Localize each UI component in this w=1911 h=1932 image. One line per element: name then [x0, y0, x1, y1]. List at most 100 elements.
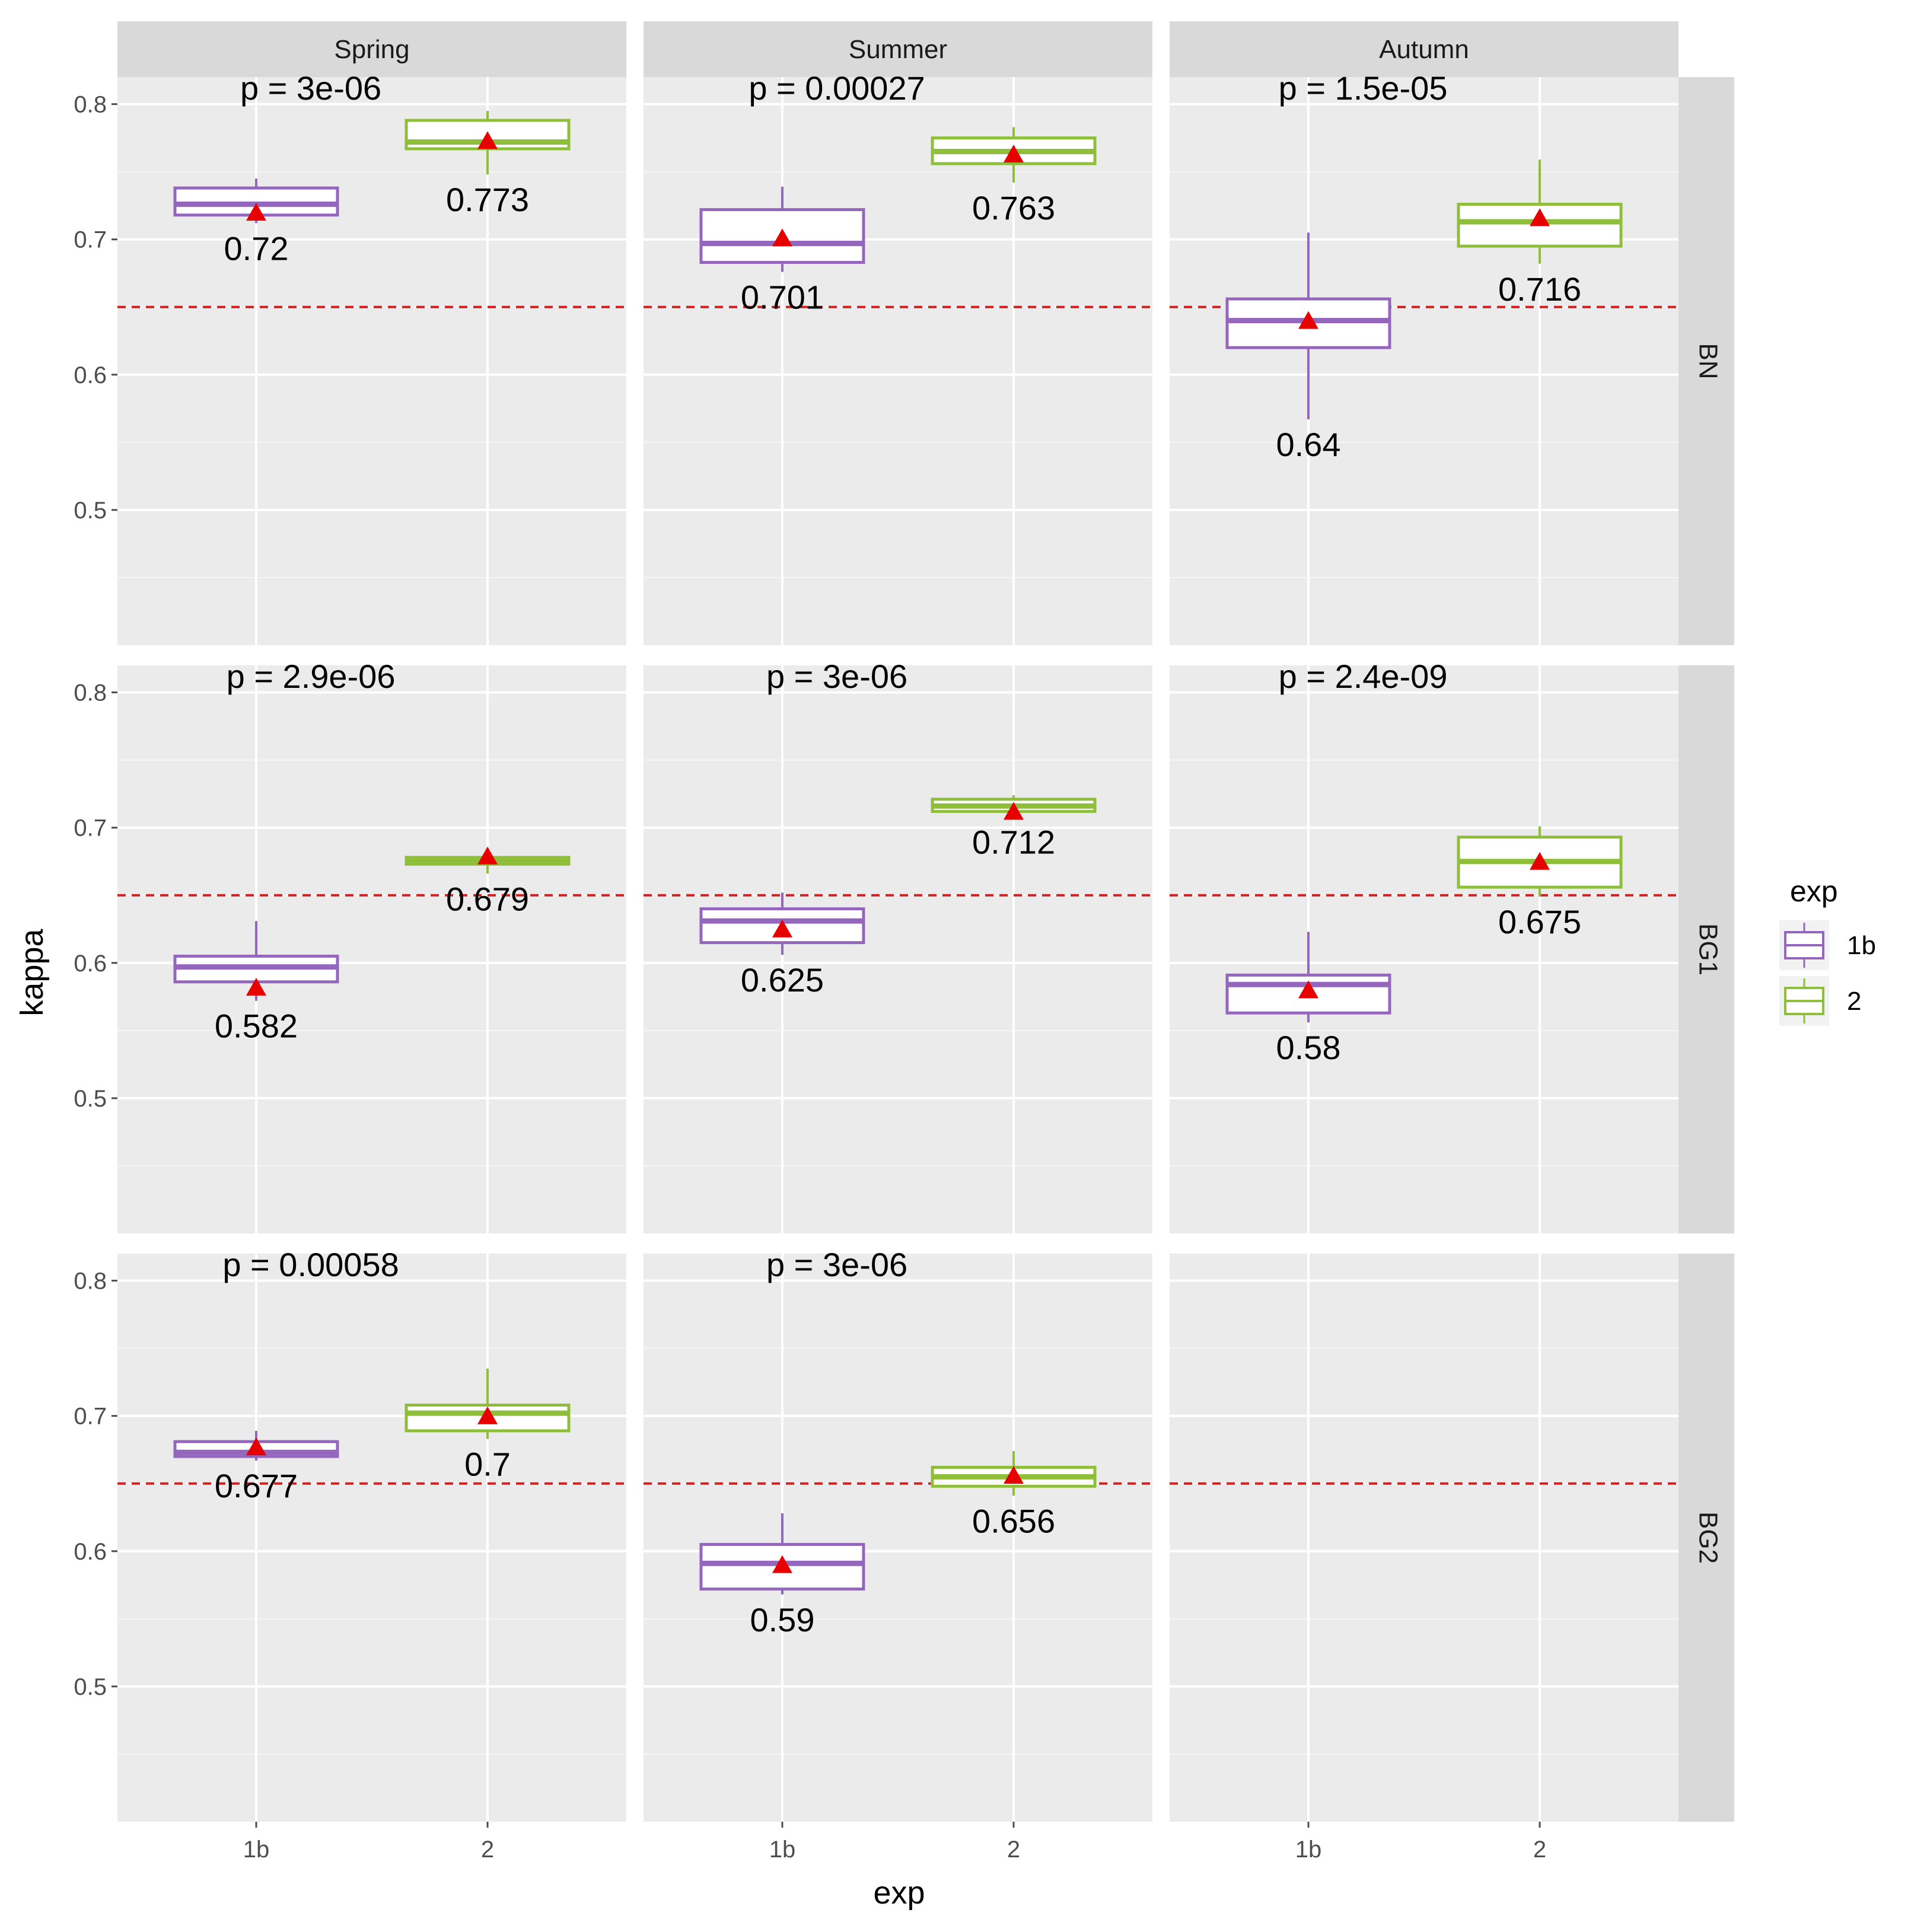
- legend-title: exp: [1790, 875, 1838, 908]
- panel-bg2-spring: 0.677 0.7 p = 0.00058: [117, 1246, 626, 1822]
- column-strip-bg: [644, 21, 1152, 77]
- box-1b: 0.677: [173, 1430, 339, 1504]
- box-body: [1225, 297, 1391, 349]
- mean-marker: [246, 977, 266, 996]
- panel-background: [644, 1254, 1152, 1822]
- p-value-label: p = 1.5e-05: [1279, 69, 1448, 107]
- mean-label: 0.675: [1498, 903, 1581, 941]
- p-value-label: p = 3e-06: [766, 1246, 907, 1283]
- box-2: 0.712: [931, 795, 1097, 860]
- legend-keys: 1b 2: [1779, 920, 1876, 1026]
- panels-layer: Spring Summer Autumn BN BG1 BG2 0.5 0.6 0.7 0.8 0.…: [74, 21, 1734, 1863]
- mean-marker: [246, 203, 266, 221]
- y-tick-label: 0.8: [74, 1268, 107, 1295]
- column-strip-label: Summer: [849, 35, 947, 64]
- row-strip-bn: BN: [1679, 77, 1734, 645]
- row-strip-bg: [1679, 1254, 1734, 1822]
- y-axis-title: kappa: [14, 928, 50, 1016]
- box-2: 0.679: [405, 846, 571, 917]
- column-strip-label: Autumn: [1379, 35, 1469, 64]
- mean-label: 0.701: [741, 278, 824, 315]
- panel-background: [117, 1254, 626, 1822]
- mean-label: 0.763: [972, 189, 1055, 227]
- row-strip-bg: [1679, 77, 1734, 645]
- mean-label: 0.712: [972, 823, 1055, 860]
- x-tick-label: 2: [1533, 1837, 1546, 1863]
- p-value-label: p = 3e-06: [766, 658, 907, 695]
- mean-marker: [1298, 980, 1318, 999]
- mean-marker: [1530, 208, 1550, 227]
- row-strip-label: BG1: [1693, 923, 1722, 975]
- p-value-label: p = 0.00027: [749, 69, 925, 107]
- column-strip-autumn: Autumn: [1170, 21, 1679, 77]
- box-2: 0.656: [931, 1451, 1097, 1539]
- mean-marker: [1004, 1466, 1024, 1484]
- box-2: 0.763: [931, 127, 1097, 227]
- mean-marker: [246, 1437, 266, 1456]
- y-tick-label: 0.6: [74, 362, 107, 388]
- panel-bg1-summer: 0.625 0.712 p = 3e-06: [644, 658, 1152, 1233]
- x-tick-label: 2: [1007, 1837, 1020, 1863]
- mean-marker: [477, 1406, 498, 1424]
- p-value-label: p = 2.9e-06: [227, 658, 396, 695]
- mean-marker: [772, 919, 792, 938]
- panel-background: [117, 665, 626, 1233]
- y-tick-label: 0.5: [74, 498, 107, 524]
- y-tick-label: 0.8: [74, 92, 107, 118]
- box-2: 0.716: [1457, 160, 1623, 308]
- y-tick-label: 0.7: [74, 815, 107, 841]
- y-tick-label: 0.5: [74, 1086, 107, 1112]
- p-value-label: p = 3e-06: [240, 69, 381, 107]
- panel-bg2-summer: 0.59 0.656 p = 3e-06: [644, 1246, 1152, 1822]
- legend-key-2: 2: [1779, 976, 1861, 1026]
- p-value-label: p = 2.4e-09: [1279, 658, 1448, 695]
- panel-background: [1170, 1254, 1679, 1822]
- box-2: 0.675: [1457, 826, 1623, 941]
- y-tick-label: 0.8: [74, 680, 107, 706]
- x-tick-label: 1b: [769, 1837, 796, 1863]
- panel-bn-summer: 0.701 0.763 p = 0.00027: [644, 69, 1152, 645]
- x-tick-label: 1b: [1295, 1837, 1322, 1863]
- panel-background: [644, 665, 1152, 1233]
- column-strip-summer: Summer: [644, 21, 1152, 77]
- y-tick-label: 0.7: [74, 1404, 107, 1430]
- mean-marker: [477, 846, 498, 865]
- panel-bg1-spring: 0.582 0.679 p = 2.9e-06: [117, 658, 626, 1233]
- panel-background: [1170, 77, 1679, 645]
- row-strip-label: BN: [1693, 343, 1722, 379]
- panel-bn-spring: 0.72 0.773 p = 3e-06: [117, 69, 626, 645]
- mean-marker: [772, 228, 792, 247]
- row-strip-bg: [1679, 665, 1734, 1233]
- mean-marker: [477, 131, 498, 149]
- panel-bg1-autumn: 0.58 0.675 p = 2.4e-09: [1170, 658, 1679, 1233]
- legend-key-1b: 1b: [1779, 920, 1876, 970]
- x-tick-label: 2: [481, 1837, 494, 1863]
- box-1b: 0.58: [1225, 932, 1391, 1066]
- mean-label: 0.59: [750, 1601, 814, 1638]
- panel-bn-autumn: 0.64 0.716 p = 1.5e-05: [1170, 69, 1679, 645]
- mean-label: 0.679: [446, 880, 529, 917]
- box-1b: 0.701: [699, 186, 865, 315]
- box-1b: 0.625: [699, 892, 865, 999]
- column-strip-bg: [1170, 21, 1679, 77]
- legend-label: 2: [1847, 987, 1861, 1016]
- mean-label: 0.582: [215, 1008, 298, 1045]
- y-tick-label: 0.6: [74, 951, 107, 977]
- y-tick-label: 0.6: [74, 1539, 107, 1565]
- mean-marker: [1298, 311, 1318, 329]
- mean-marker: [1004, 145, 1024, 163]
- box-1b: 0.582: [173, 921, 339, 1045]
- x-axis-title: exp: [873, 1875, 925, 1911]
- mean-marker: [1004, 802, 1024, 820]
- legend-label: 1b: [1847, 931, 1876, 960]
- box-1b: 0.64: [1225, 232, 1391, 463]
- mean-label: 0.716: [1498, 270, 1581, 308]
- mean-marker: [1530, 852, 1550, 870]
- y-tick-label: 0.5: [74, 1674, 107, 1700]
- mean-label: 0.656: [972, 1502, 1055, 1539]
- panel-background: [117, 77, 626, 645]
- box-1b: 0.72: [173, 178, 339, 267]
- panel-bg2-autumn: [1170, 1254, 1679, 1822]
- panel-background: [1170, 665, 1679, 1233]
